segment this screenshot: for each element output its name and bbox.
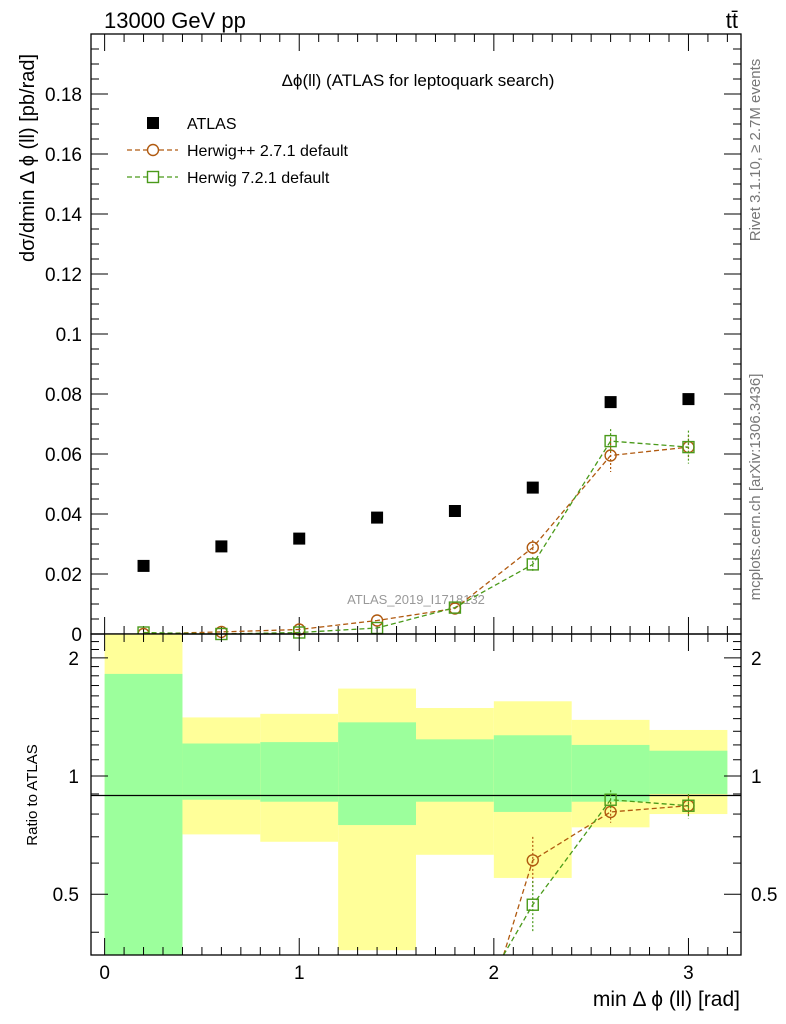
data-point-herwigpp bbox=[526, 541, 539, 554]
data-point-herwig7 bbox=[526, 558, 539, 571]
y-tick-label: 0.18 bbox=[45, 85, 82, 106]
series-line bbox=[143, 446, 689, 635]
stat-uncertainty-band bbox=[260, 742, 339, 802]
ratio-point-herwig7 bbox=[604, 793, 617, 806]
x-tick-label: 2 bbox=[489, 963, 500, 984]
ratio-y-tick-label: 2 bbox=[68, 649, 79, 670]
data-point-atlas bbox=[215, 540, 228, 553]
energy-label: 13000 GeV pp bbox=[104, 8, 246, 33]
x-tick-label: 1 bbox=[294, 963, 305, 984]
data-point-atlas bbox=[137, 559, 150, 572]
ratio-y-tick-label-right: 0.5 bbox=[751, 885, 777, 906]
ratio-point-herwig7 bbox=[682, 799, 695, 812]
ratio-y-axis-label: Ratio to ATLAS bbox=[24, 744, 41, 845]
ratio-ticks: 0.5 0.5 1 1 2 2 0 1 2 3 bbox=[53, 634, 777, 984]
stat-uncertainty-band bbox=[493, 735, 572, 812]
process-label: tt̄ bbox=[726, 8, 738, 33]
y-tick-label: 0.08 bbox=[45, 385, 82, 406]
stat-uncertainty-band bbox=[182, 743, 261, 800]
data-point-atlas bbox=[526, 481, 539, 494]
ratio-y-tick-label: 1 bbox=[68, 767, 79, 788]
main-panel: 0 0.02 0.04 0.06 0.08 0.1 0.12 0.14 0.16 0.18 ATL… bbox=[17, 33, 742, 646]
ratio-bands bbox=[104, 634, 728, 955]
legend-label: ATLAS bbox=[187, 116, 237, 133]
x-axis-label: min Δ ϕ (ll) [rad] bbox=[593, 988, 740, 1011]
data-point-herwigpp bbox=[370, 614, 384, 627]
stat-uncertainty-band bbox=[571, 744, 650, 802]
watermark: ATLAS_2019_I1718132 bbox=[347, 592, 485, 607]
y-tick-label: 0.04 bbox=[45, 505, 82, 526]
y-tick-label: 0.06 bbox=[45, 445, 82, 466]
legend: ATLAS Herwig++ 2.7.1 default Herwig 7.2.1 … bbox=[127, 116, 349, 187]
ratio-point-herwig7 bbox=[526, 898, 539, 911]
data-point-atlas bbox=[448, 505, 461, 517]
main-title: Δϕ(ll) (ATLAS for leptoquark search) bbox=[282, 71, 555, 90]
ratio-y-tick-label: 0.5 bbox=[53, 885, 79, 906]
mcplots-label: mcplots.cern.ch [arXiv:1306.3436] bbox=[747, 374, 764, 601]
y-tick-label: 0.14 bbox=[45, 205, 82, 226]
stat-uncertainty-band bbox=[649, 750, 728, 794]
ratio-series bbox=[502, 790, 695, 956]
main-y-axis-label: dσ/dmin Δ ϕ (ll) [pb/rad] bbox=[17, 54, 39, 262]
legend-marker-herwig7 bbox=[146, 170, 160, 184]
main-grid-ticks: 0 0.02 0.04 0.06 0.08 0.1 0.12 0.14 0.16 0.18 bbox=[45, 34, 741, 646]
ratio-y-tick-label-right: 2 bbox=[751, 649, 762, 670]
ratio-series-line bbox=[503, 799, 689, 956]
y-tick-label: 0 bbox=[71, 625, 82, 646]
data-point-atlas bbox=[371, 511, 384, 524]
data-point-atlas bbox=[293, 532, 306, 545]
y-tick-label: 0.16 bbox=[45, 145, 82, 166]
y-tick-label: 0.02 bbox=[45, 565, 82, 586]
data-point-herwig7 bbox=[604, 434, 617, 448]
stat-uncertainty-band bbox=[104, 673, 183, 955]
legend-marker-atlas bbox=[147, 117, 159, 129]
data-point-atlas bbox=[682, 393, 695, 406]
data-point-atlas bbox=[604, 396, 617, 409]
ratio-panel: 0.5 0.5 1 1 2 2 0 1 2 3 Ratio to ATLAS min Δ ϕ (l… bbox=[24, 633, 777, 1011]
data-point-herwig7 bbox=[682, 440, 695, 454]
x-tick-label: 3 bbox=[683, 963, 694, 984]
legend-label: Herwig 7.2.1 default bbox=[187, 170, 330, 187]
rivet-version-label: Rivet 3.1.10, ≥ 2.7M events bbox=[747, 59, 764, 242]
y-tick-label: 0.1 bbox=[56, 325, 82, 346]
stat-uncertainty-band bbox=[416, 739, 494, 802]
ratio-y-tick-label-right: 1 bbox=[751, 767, 762, 788]
legend-label: Herwig++ 2.7.1 default bbox=[187, 143, 349, 160]
ratio-plot-frame bbox=[90, 633, 742, 956]
y-tick-label: 0.12 bbox=[45, 265, 82, 286]
stat-uncertainty-band bbox=[338, 722, 416, 826]
x-tick-label: 0 bbox=[99, 963, 110, 984]
ratio-point-herwigpp bbox=[526, 854, 539, 867]
legend-marker-herwigpp bbox=[146, 143, 160, 157]
data-point-herwig7 bbox=[448, 601, 462, 614]
ratio-series-line bbox=[502, 805, 689, 956]
